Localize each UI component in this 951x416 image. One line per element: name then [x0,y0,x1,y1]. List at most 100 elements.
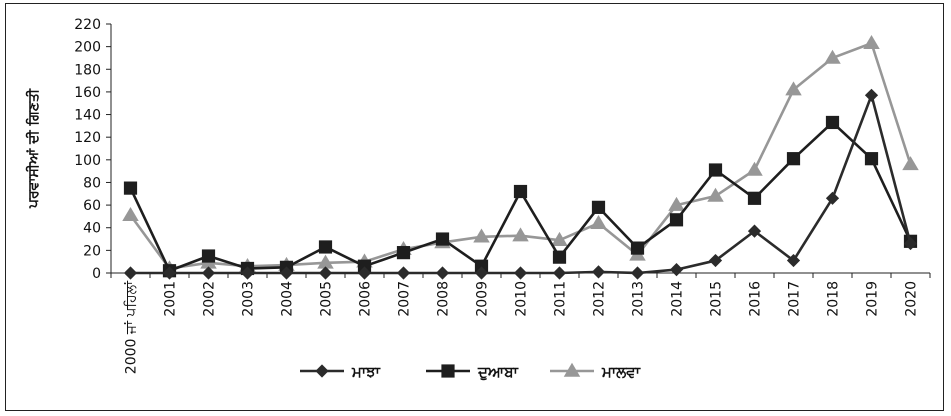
data-point [747,224,762,238]
data-point [630,266,645,280]
x-tick-label: 2009 [475,281,491,317]
data-point [513,184,528,199]
data-point [357,266,372,280]
x-tick-label: 2006 [358,281,374,317]
x-tick-label: 2007 [397,281,413,317]
x-tick-label: 2002 [202,281,218,317]
data-point [863,34,880,50]
y-tick-label: 80 [83,175,101,191]
chart-axes: 0 20 40 60 80 100 120 140 160 180 200 220 2000 ਜਾਂ ਪ… [74,17,931,374]
y-tick-label: 60 [83,198,101,214]
x-tick-label: 2004 [280,281,296,317]
y-tick-label: 160 [74,85,101,101]
y-axis-label: ਪਰਵਾਸੀਆਂ ਦੀ ਗਿਣਤੀ [25,88,42,209]
x-tick-label: 2017 [787,281,803,317]
legend-marker [315,364,329,378]
x-tick-label: 2005 [319,281,335,317]
x-tick-label: 2015 [709,281,725,317]
data-point [357,259,372,273]
y-tick-label: 200 [74,40,101,56]
y-tick-label: 0 [92,266,101,282]
legend-marker [563,362,581,377]
data-point [317,254,334,269]
legend-item: ਦੁਆਬਾ [426,363,519,381]
data-point [318,240,333,254]
data-point [825,115,840,130]
data-point [473,228,490,243]
y-tick-label: 40 [83,221,101,237]
legend-item: ਮਾਝਾ [300,363,381,381]
data-point [552,266,567,280]
data-point [552,250,567,264]
x-tick-label: 2000 ਜਾਂ ਪਹਿਲਾਂ [124,280,140,374]
data-point [747,191,762,205]
x-tick-label: 2018 [826,281,842,317]
data-point [824,49,841,64]
x-tick-label: 2012 [592,281,608,317]
x-tick-label: 2011 [553,281,569,317]
data-point [591,265,606,279]
data-point [240,266,255,280]
data-point [746,161,763,176]
data-point [512,227,529,242]
x-tick-label: 2016 [748,281,764,317]
data-point [201,266,216,280]
chart-frame [5,3,944,411]
data-point [396,246,411,260]
data-point [474,259,489,273]
data-point [864,152,879,166]
data-point [435,266,450,280]
x-tick-label: 2008 [436,281,452,317]
data-point [669,263,684,277]
data-point [513,266,528,280]
legend-item: ਮਾਲਵਾ [550,362,641,381]
data-point [707,187,724,202]
x-tick-label: 2020 [904,281,920,317]
x-tick-label: 2001 [163,281,179,317]
legend-label: ਮਾਝਾ [351,363,381,381]
x-tick-label: 2003 [241,281,257,317]
data-point [122,207,139,222]
y-tick-label: 120 [74,130,101,146]
data-point [279,266,294,280]
data-point [123,181,138,195]
data-point [123,266,138,280]
series-diamond [123,88,918,280]
data-point [708,253,723,268]
data-point [669,213,684,227]
data-point [786,152,801,166]
y-tick-label: 20 [83,243,101,259]
data-point [201,249,216,263]
legend-label: ਮਾਲਵਾ [601,363,641,381]
data-point [435,232,450,246]
data-point [551,231,568,246]
x-tick-label: 2019 [865,281,881,317]
y-tick-label: 180 [74,62,101,78]
data-point [902,156,919,171]
y-tick-label: 140 [74,108,101,124]
x-tick-label: 2010 [514,281,530,317]
data-point [318,266,333,280]
chart-legend: ਮਾਝਾ ਦੁਆਬਾ ਮਾਲਵਾ [300,362,641,381]
legend-marker [441,364,455,378]
x-tick-label: 2014 [670,281,686,317]
data-point [708,163,723,177]
data-point [591,200,606,214]
data-point [864,88,879,102]
data-point [668,196,685,211]
data-point [396,266,411,280]
data-point [903,236,918,251]
data-point [785,81,802,96]
data-point [474,266,489,280]
data-point [590,214,607,229]
y-tick-label: 100 [74,153,101,169]
y-tick-label: 220 [74,17,101,33]
data-point [786,253,801,268]
legend-label: ਦੁਆਬਾ [477,363,519,381]
data-point [162,266,177,280]
chart-series [122,34,919,280]
data-point [630,241,645,255]
x-tick-label: 2013 [631,281,647,317]
series-line [130,94,912,275]
